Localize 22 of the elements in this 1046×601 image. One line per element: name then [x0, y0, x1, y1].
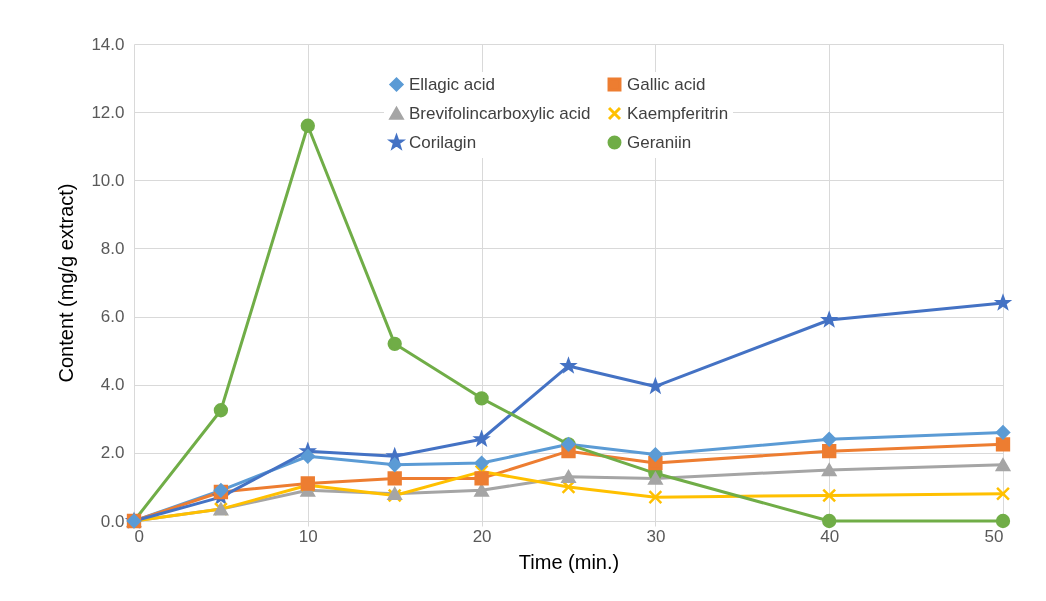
y-tick-label: 0.0 — [100, 511, 125, 531]
y-tick-label: 12.0 — [91, 102, 125, 122]
x-tick-label: 50 — [984, 526, 1004, 546]
x-axis-title: Time (min.) — [518, 550, 620, 573]
y-tick-label: 4.0 — [100, 375, 125, 395]
legend-label: Brevifolincarboxylic acid — [409, 103, 591, 123]
legend-label: Ellagic acid — [409, 74, 495, 94]
legend-label: Gallic acid — [627, 74, 706, 94]
y-tick-label: 2.0 — [100, 443, 125, 463]
legend-label: Kaempferitrin — [627, 103, 729, 123]
x-tick-label: 30 — [646, 526, 666, 546]
y-tick-label: 6.0 — [100, 307, 125, 327]
y-tick-label: 10.0 — [91, 170, 125, 190]
legend-label: Geraniin — [627, 132, 692, 152]
y-tick-label: 8.0 — [100, 238, 125, 258]
x-tick-label: 10 — [298, 526, 318, 546]
y-axis-title: Content (mg/g extract) — [55, 183, 78, 383]
legend-label: Corilagin — [409, 132, 477, 152]
y-tick-label: 14.0 — [91, 34, 125, 54]
x-tick-label: 0 — [134, 526, 144, 546]
x-tick-label: 40 — [820, 526, 840, 546]
x-tick-label: 20 — [472, 526, 492, 546]
